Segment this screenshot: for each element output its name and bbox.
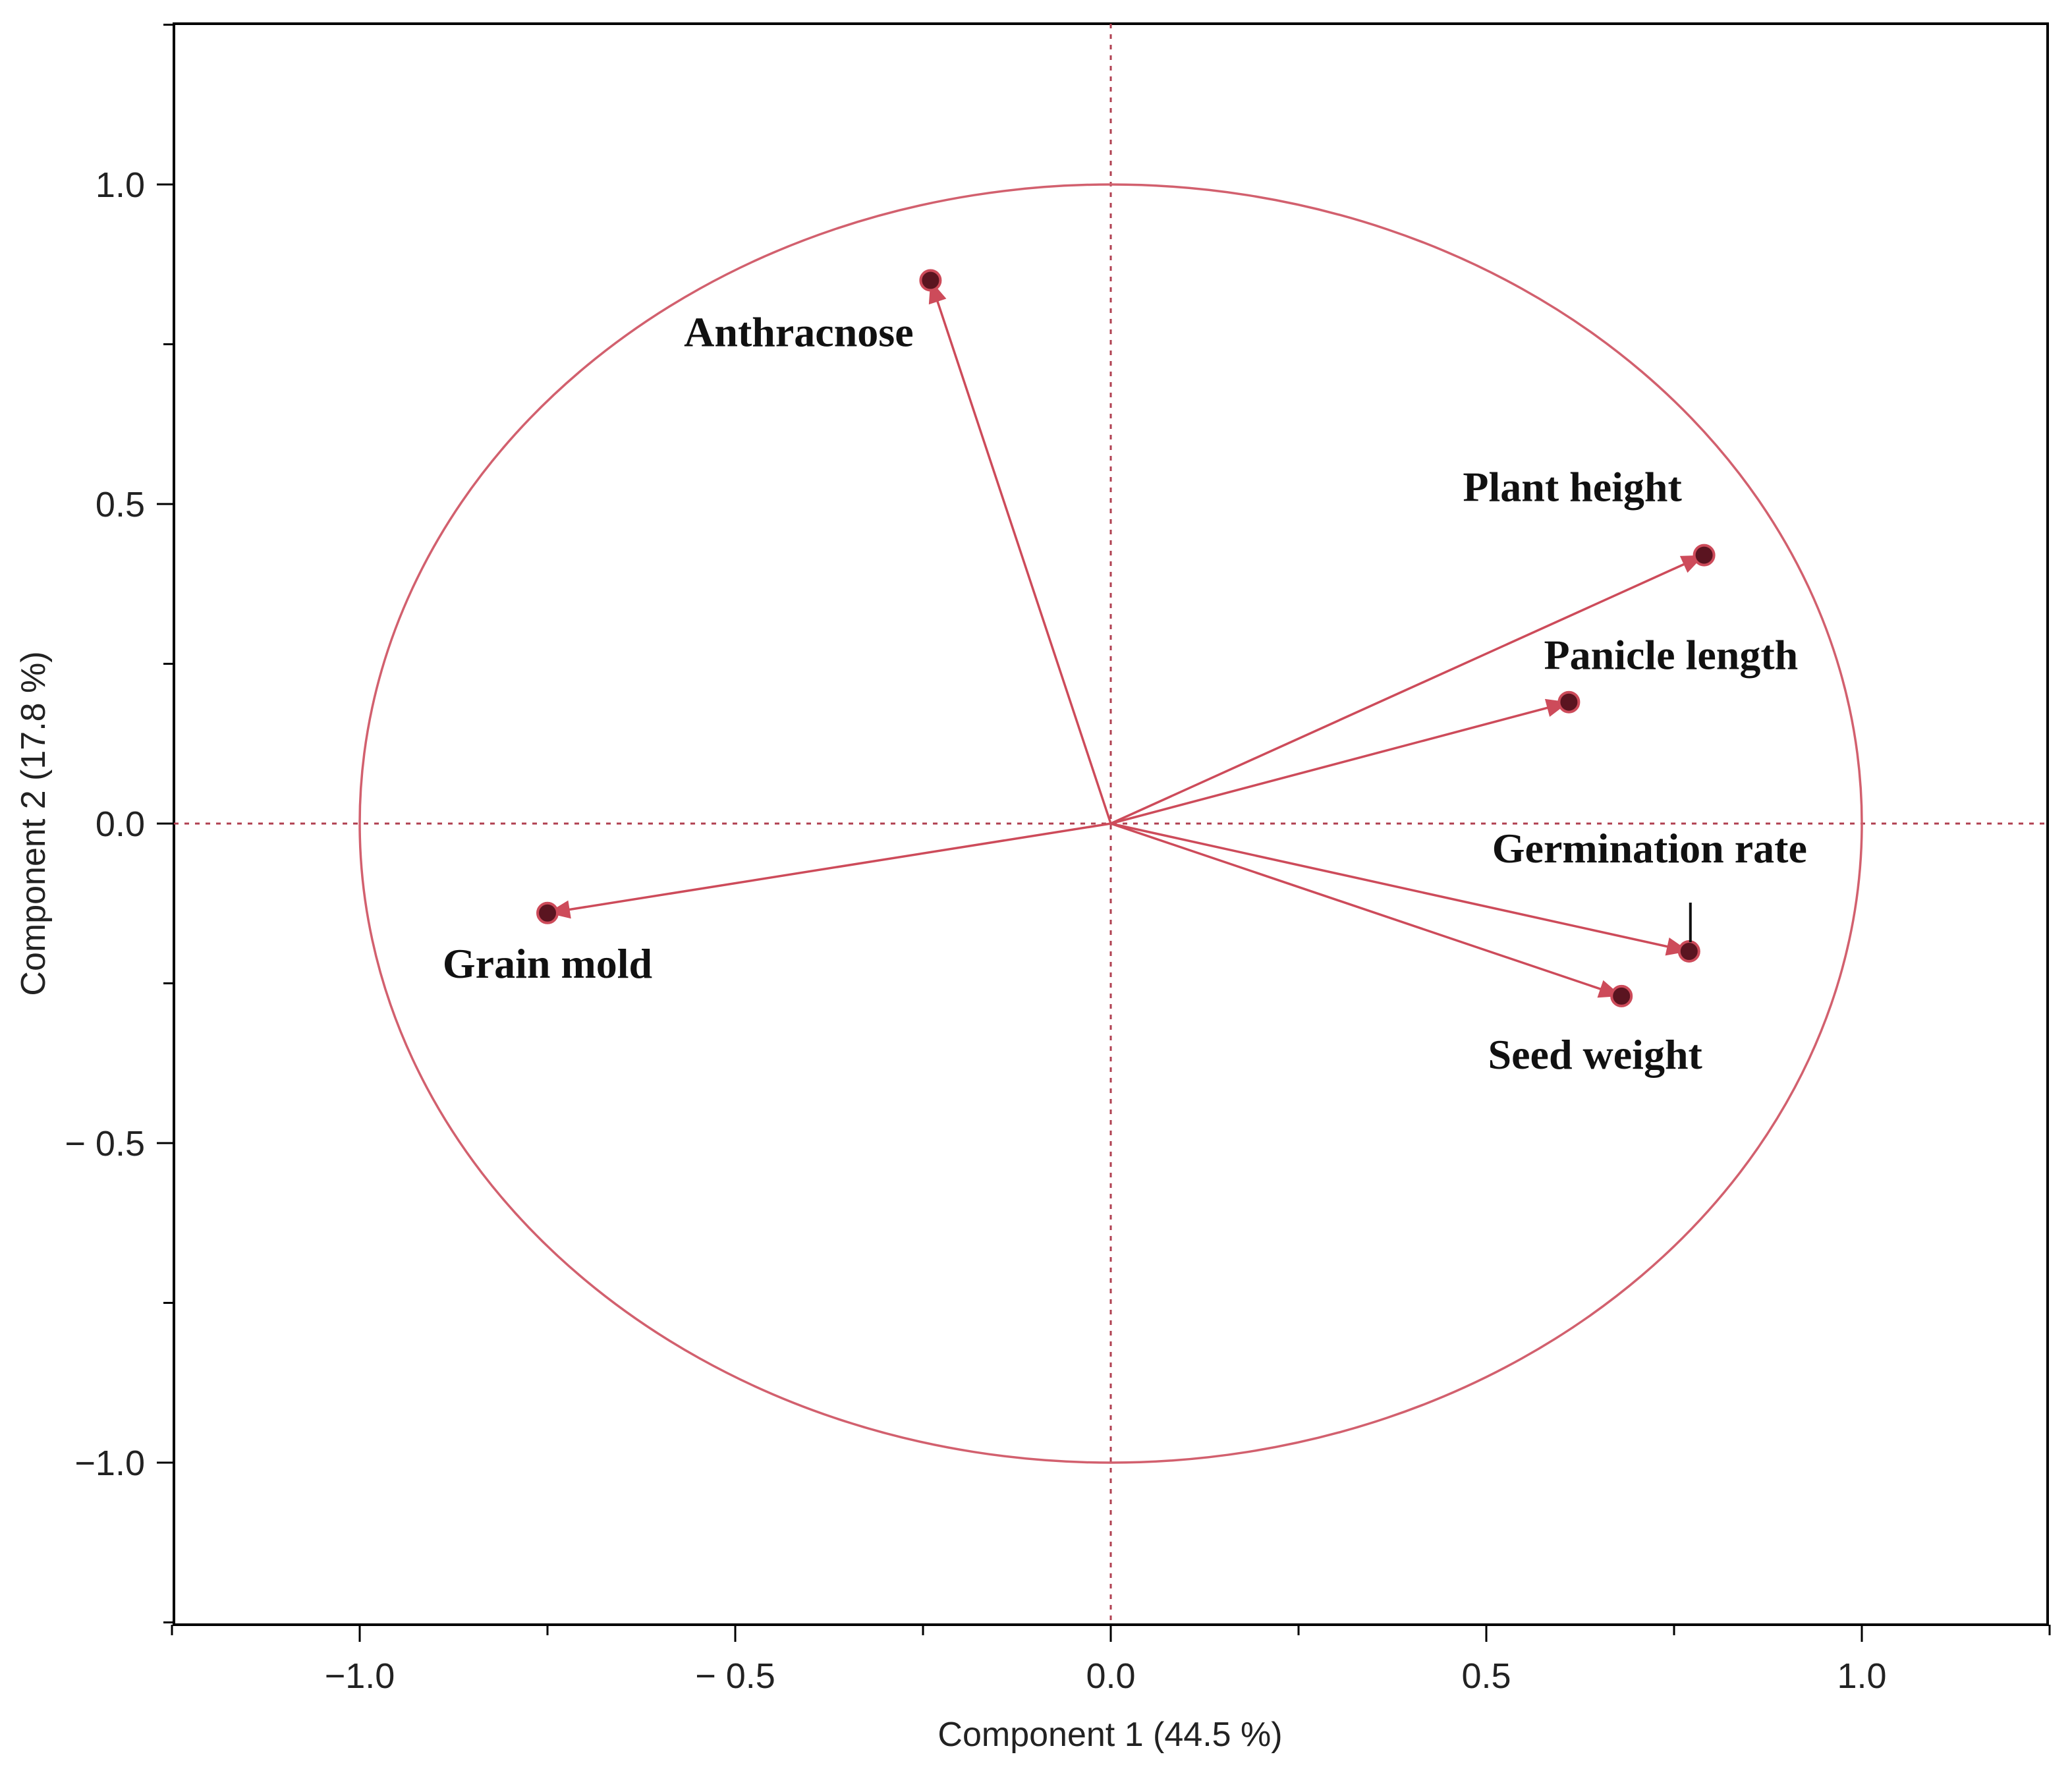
reference-lines <box>174 24 2048 1625</box>
x-tick-label: 0.0 <box>1086 1656 1135 1696</box>
point-4 <box>1610 984 1633 1007</box>
y-tick-label: 0.0 <box>96 804 145 844</box>
point-0 <box>919 269 942 292</box>
y-tick-label: 1.0 <box>96 165 145 205</box>
y-tick-label: 0.5 <box>96 485 145 524</box>
y-tick-label: − 0.5 <box>65 1124 145 1164</box>
y-tick-label: −1.0 <box>74 1444 145 1483</box>
vector-2 <box>1110 701 1569 825</box>
unit-circle <box>358 183 1863 1464</box>
x-axis-ticks: −1.0 − 0.5 0.0 0.5 1.0 <box>171 1625 2051 1696</box>
point-2 <box>1557 690 1581 714</box>
label-3: Germination rate <box>1492 825 1807 872</box>
point-5 <box>536 901 559 924</box>
label-2: Panicle length <box>1544 632 1799 679</box>
variable-labels: Anthracnose Plant height Panicle length Ger… <box>443 309 1807 1078</box>
x-axis-title: Component 1 (44.5 %) <box>938 1716 1282 1754</box>
label-4: Seed weight <box>1488 1031 1703 1078</box>
x-tick-label: 1.0 <box>1837 1656 1886 1696</box>
vector-5 <box>547 822 1111 914</box>
vector-1 <box>1110 554 1705 825</box>
correlation-circle <box>358 183 1863 1464</box>
loading-points <box>536 269 1716 1007</box>
label-0: Anthracnose <box>684 309 913 356</box>
y-axis-ticks: −1.0 − 0.5 0.0 0.5 1.0 <box>65 24 174 1623</box>
vector-4 <box>1110 822 1622 997</box>
loading-vectors <box>547 279 1705 998</box>
x-tick-label: − 0.5 <box>695 1656 775 1696</box>
point-3 <box>1677 940 1700 963</box>
y-axis-title: Component 2 (17.8 %) <box>14 651 53 996</box>
point-1 <box>1693 544 1716 567</box>
vector-3 <box>1110 822 1690 953</box>
label-1: Plant height <box>1463 464 1682 511</box>
x-tick-label: −1.0 <box>325 1656 395 1696</box>
vector-0 <box>929 279 1112 824</box>
x-tick-label: 0.5 <box>1461 1656 1511 1696</box>
label-5: Grain mold <box>443 940 652 987</box>
